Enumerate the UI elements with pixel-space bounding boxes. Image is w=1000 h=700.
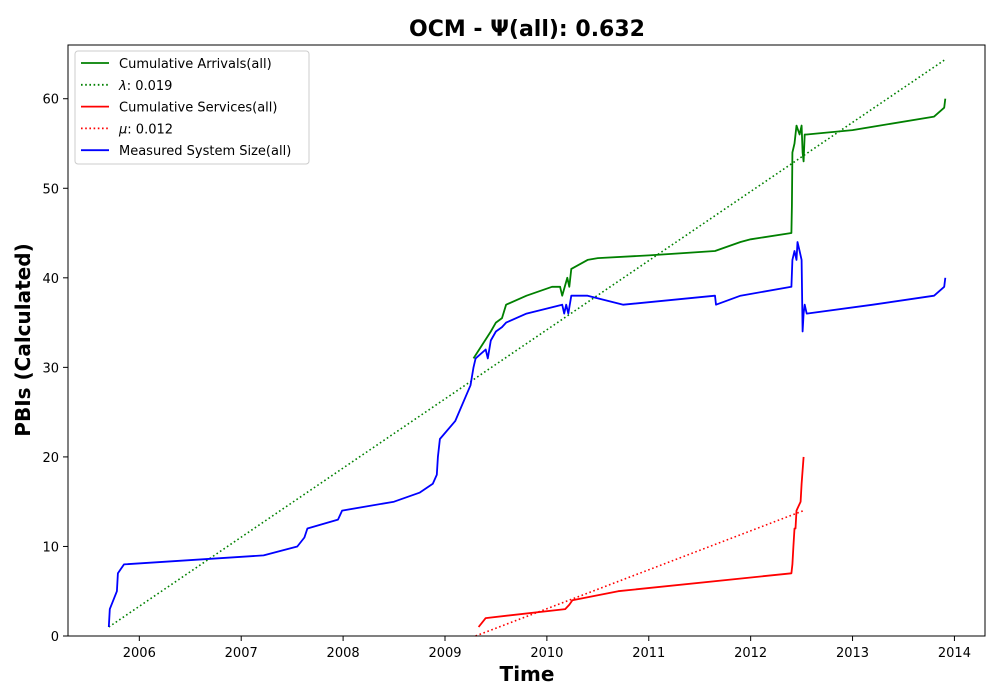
series-line-2 <box>477 456 805 628</box>
y-tick-label: 40 <box>42 272 59 287</box>
y-tick-label: 10 <box>42 540 59 555</box>
x-tick-label: 2013 <box>836 646 869 661</box>
y-tick-label: 20 <box>42 451 59 466</box>
x-tick-label: 2010 <box>530 646 563 661</box>
ticks-layer: 2006 2007 2008 2009 2010 2011 2012 2013 2014 0 10 2… <box>42 93 971 661</box>
legend-label: Measured System Size(all) <box>119 144 291 159</box>
x-tick-label: 2008 <box>327 646 360 661</box>
series-line-3 <box>475 509 804 637</box>
series-line-0 <box>472 98 947 359</box>
x-tick-label: 2011 <box>632 646 665 661</box>
legend-label: Cumulative Arrivals(all) <box>119 57 272 72</box>
x-tick-label: 2012 <box>734 646 767 661</box>
legend: Cumulative Arrivals(all) λ: 0.019 Cumulati… <box>74 50 310 165</box>
y-tick-label: 60 <box>42 93 59 108</box>
series-layer <box>107 59 947 637</box>
y-tick-label: 30 <box>42 361 59 376</box>
x-tick-label: 2006 <box>123 646 156 661</box>
chart-title: OCM - Ψ(all): 0.632 <box>409 17 645 42</box>
y-tick-label: 50 <box>42 182 59 197</box>
y-tick-label: 0 <box>51 630 59 645</box>
x-tick-label: 2007 <box>225 646 258 661</box>
x-axis-label: Time <box>500 662 555 686</box>
plot-frame <box>67 44 986 637</box>
x-tick-label: 2014 <box>938 646 971 661</box>
legend-label: λ: 0.019 <box>118 79 172 94</box>
legend-label: Cumulative Services(all) <box>119 101 277 116</box>
legend-box <box>74 50 310 165</box>
series-line-1 <box>108 59 945 628</box>
x-tick-label: 2009 <box>428 646 461 661</box>
y-axis-label: PBIs (Calculated) <box>11 243 35 436</box>
legend-label: μ: 0.012 <box>118 122 173 137</box>
series-line-4 <box>107 241 947 628</box>
